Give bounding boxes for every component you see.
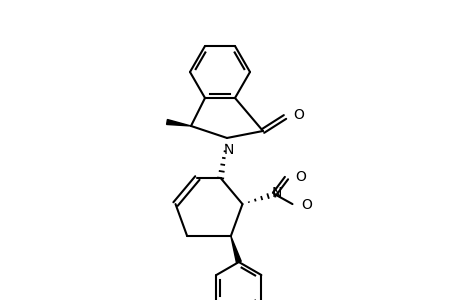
Polygon shape	[166, 119, 190, 126]
Text: O: O	[292, 108, 303, 122]
Text: O: O	[295, 170, 306, 184]
Text: N: N	[271, 186, 281, 200]
Text: N: N	[224, 143, 234, 157]
Text: O: O	[301, 198, 312, 212]
Polygon shape	[230, 236, 241, 263]
